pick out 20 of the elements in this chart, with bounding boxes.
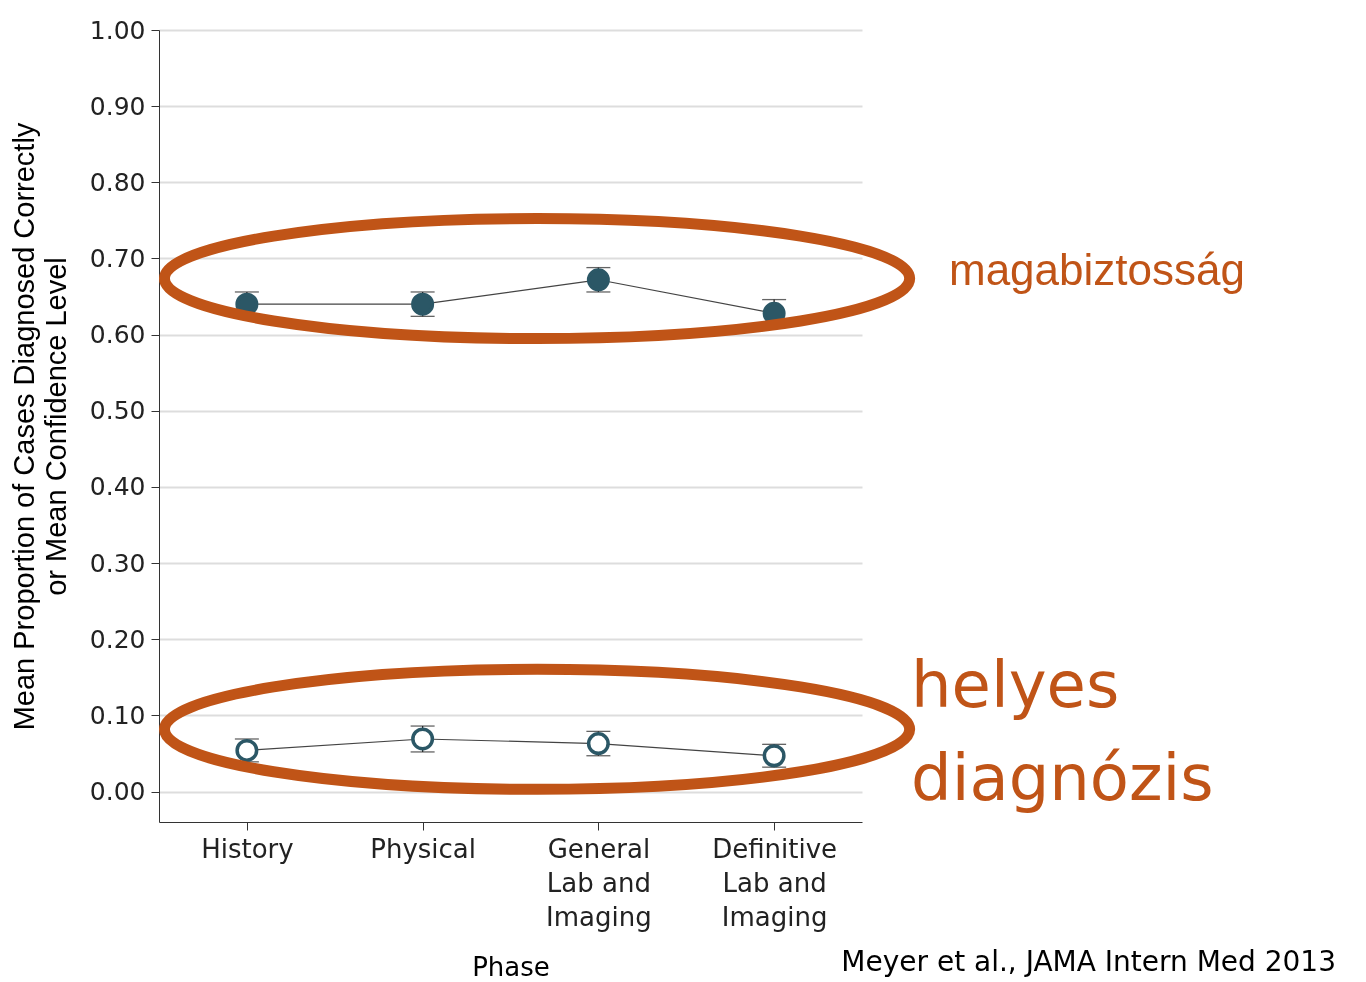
text: Meyer et al., JAMA Intern Med 2013 — [841, 945, 1336, 978]
text: magabiztosság — [949, 243, 1245, 296]
x-tick-label: Physical — [370, 833, 477, 864]
y-tick-label: 0.10 — [89, 700, 146, 730]
x-tick-label: General Lab and Imaging — [546, 833, 652, 932]
y-tick-label: 0.70 — [89, 243, 146, 273]
y-tick-label: 0.50 — [89, 396, 146, 426]
y-axis-title: Mean Proportion of Cases Diagnosed Correctly or Mean Confidence Level — [7, 122, 72, 731]
x-tick-label: Definitive Lab and Imaging — [712, 833, 838, 932]
y-tick-label: 0.60 — [89, 320, 146, 350]
y-tick-label: 0.20 — [89, 624, 146, 654]
y-tick-label: 0.30 — [89, 548, 146, 578]
y-tick-label: 0.80 — [89, 167, 146, 197]
y-tick-label: 0.40 — [89, 472, 146, 502]
text: helyes diagnózis — [911, 647, 1215, 818]
y-tick-label: 0.00 — [89, 777, 146, 807]
y-tick-label: 1.00 — [89, 15, 146, 45]
x-tick-label: History — [201, 833, 294, 864]
y-tick-label: 0.90 — [89, 91, 146, 121]
x-axis-title: Phase — [472, 951, 550, 982]
